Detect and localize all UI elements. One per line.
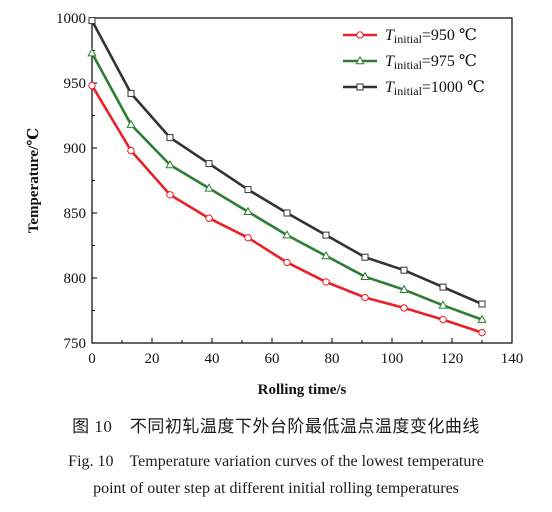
legend-label: Tinitial=1000 ℃ [385, 79, 485, 98]
data-point [88, 17, 96, 25]
x-tick-label: 60 [265, 351, 280, 367]
legend-entry-3: Tinitial=1000 ℃ [343, 79, 485, 98]
data-point [399, 284, 409, 293]
x-tick-label: 140 [501, 351, 524, 367]
data-point [478, 328, 486, 337]
x-tick-label: 120 [441, 351, 464, 367]
series-2 [87, 48, 487, 323]
data-point [283, 209, 291, 217]
legend-label: Tinitial=950 ℃ [385, 27, 477, 46]
data-point [400, 266, 408, 274]
line-chart: 0 20 40 60 80 100 120 140 750 800 850 900 950 1000 Ti… [26, 11, 523, 398]
legend-label: Tinitial=975 ℃ [385, 53, 477, 72]
data-point [439, 315, 447, 324]
series-1 [88, 81, 486, 337]
y-tick-label: 750 [64, 336, 87, 352]
data-point [360, 271, 370, 280]
legend-entry-1: Tinitial=950 ℃ [343, 27, 477, 46]
series-group [87, 17, 487, 337]
data-point [205, 214, 213, 222]
data-point [244, 234, 252, 242]
series-line [90, 84, 483, 334]
legend-marker [356, 83, 364, 91]
figure-caption-english-line-1: Fig. 10 Temperature variation curves of … [68, 453, 484, 470]
legend-entry-2: Tinitial=975 ℃ [343, 53, 477, 72]
data-point [166, 134, 174, 142]
x-tick-label: 0 [88, 351, 96, 367]
data-point [322, 231, 330, 239]
data-point [165, 159, 175, 169]
data-point [166, 191, 174, 199]
legend-marker [355, 55, 365, 65]
legend-marker [356, 31, 364, 39]
legend: Tinitial=950 ℃ Tinitial=975 ℃ Tinitial=100… [343, 27, 485, 98]
y-tick-label: 1000 [56, 11, 86, 27]
data-point [244, 186, 252, 194]
data-point [126, 119, 136, 128]
data-point [127, 146, 135, 155]
data-point [439, 283, 447, 291]
figure-caption-chinese: 图 10 不同初轧温度下外台阶最低温点温度变化曲线 [72, 417, 480, 436]
data-point [204, 183, 214, 192]
x-tick-label: 80 [325, 351, 340, 367]
data-point [478, 300, 486, 308]
data-point [477, 314, 487, 323]
y-tick-label: 800 [64, 271, 87, 287]
y-axis-title: Temperature/℃ [26, 128, 42, 233]
x-axis-title: Rolling time/s [258, 382, 347, 398]
data-point [438, 300, 448, 309]
data-point [87, 48, 97, 57]
data-point [282, 230, 292, 239]
data-point [283, 258, 291, 267]
data-point [88, 81, 96, 90]
data-point [322, 278, 330, 286]
data-point [361, 293, 369, 302]
x-tick-label: 100 [381, 351, 404, 367]
data-point [400, 304, 408, 312]
y-tick-label: 950 [64, 76, 87, 92]
data-point [243, 206, 253, 215]
y-tick-label: 900 [64, 141, 87, 157]
axes: 0 20 40 60 80 100 120 140 750 800 850 900 950 1000 [56, 11, 523, 367]
x-tick-label: 20 [145, 351, 160, 367]
data-point [127, 89, 135, 97]
data-point [361, 253, 369, 261]
series-3 [88, 17, 486, 308]
data-point [205, 160, 213, 168]
data-point [321, 250, 331, 260]
y-tick-label: 850 [64, 206, 87, 222]
figure-caption-english-line-2: point of outer step at different initial… [93, 480, 459, 497]
x-tick-label: 40 [205, 351, 220, 367]
